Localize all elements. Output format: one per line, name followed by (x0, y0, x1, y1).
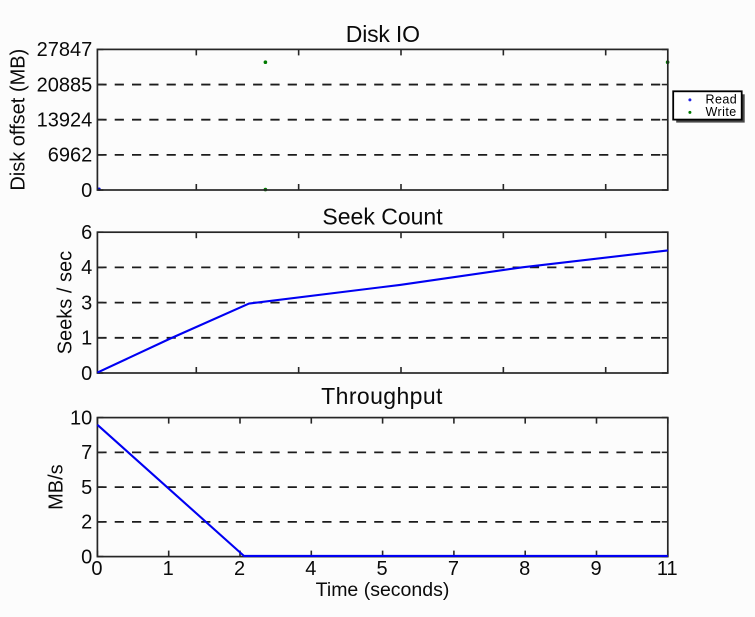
svg-text:1: 1 (81, 328, 92, 350)
svg-text:Write: Write (706, 105, 737, 119)
svg-text:20885: 20885 (37, 74, 93, 96)
svg-text:1: 1 (163, 558, 174, 580)
svg-text:11: 11 (657, 558, 678, 580)
svg-text:Seek Count: Seek Count (322, 203, 443, 229)
svg-text:Seeks / sec: Seeks / sec (54, 251, 76, 354)
svg-text:0: 0 (81, 180, 92, 202)
svg-text:10: 10 (70, 407, 92, 429)
svg-text:5: 5 (81, 477, 92, 499)
svg-text:13924: 13924 (37, 110, 93, 132)
svg-text:7: 7 (448, 558, 459, 580)
svg-text:8: 8 (519, 558, 530, 580)
svg-text:Throughput: Throughput (321, 383, 443, 409)
svg-text:0: 0 (81, 363, 92, 385)
svg-text:MB/s: MB/s (46, 464, 68, 510)
svg-text:0: 0 (81, 546, 92, 568)
svg-text:3: 3 (81, 292, 92, 314)
svg-text:5: 5 (377, 558, 388, 580)
svg-text:2: 2 (81, 512, 92, 534)
svg-text:4: 4 (305, 558, 316, 580)
svg-text:9: 9 (590, 558, 601, 580)
svg-text:4: 4 (81, 257, 92, 279)
svg-text:0: 0 (91, 558, 102, 580)
svg-text:Time (seconds): Time (seconds) (316, 579, 450, 601)
svg-text:Disk IO: Disk IO (346, 21, 420, 47)
svg-text:6962: 6962 (48, 145, 93, 167)
svg-text:27847: 27847 (37, 39, 93, 61)
svg-text:Disk offset (MB): Disk offset (MB) (8, 49, 30, 191)
svg-text:6: 6 (81, 222, 92, 244)
svg-text:7: 7 (81, 442, 92, 464)
svg-text:Read: Read (706, 92, 738, 106)
svg-text:2: 2 (234, 558, 245, 580)
